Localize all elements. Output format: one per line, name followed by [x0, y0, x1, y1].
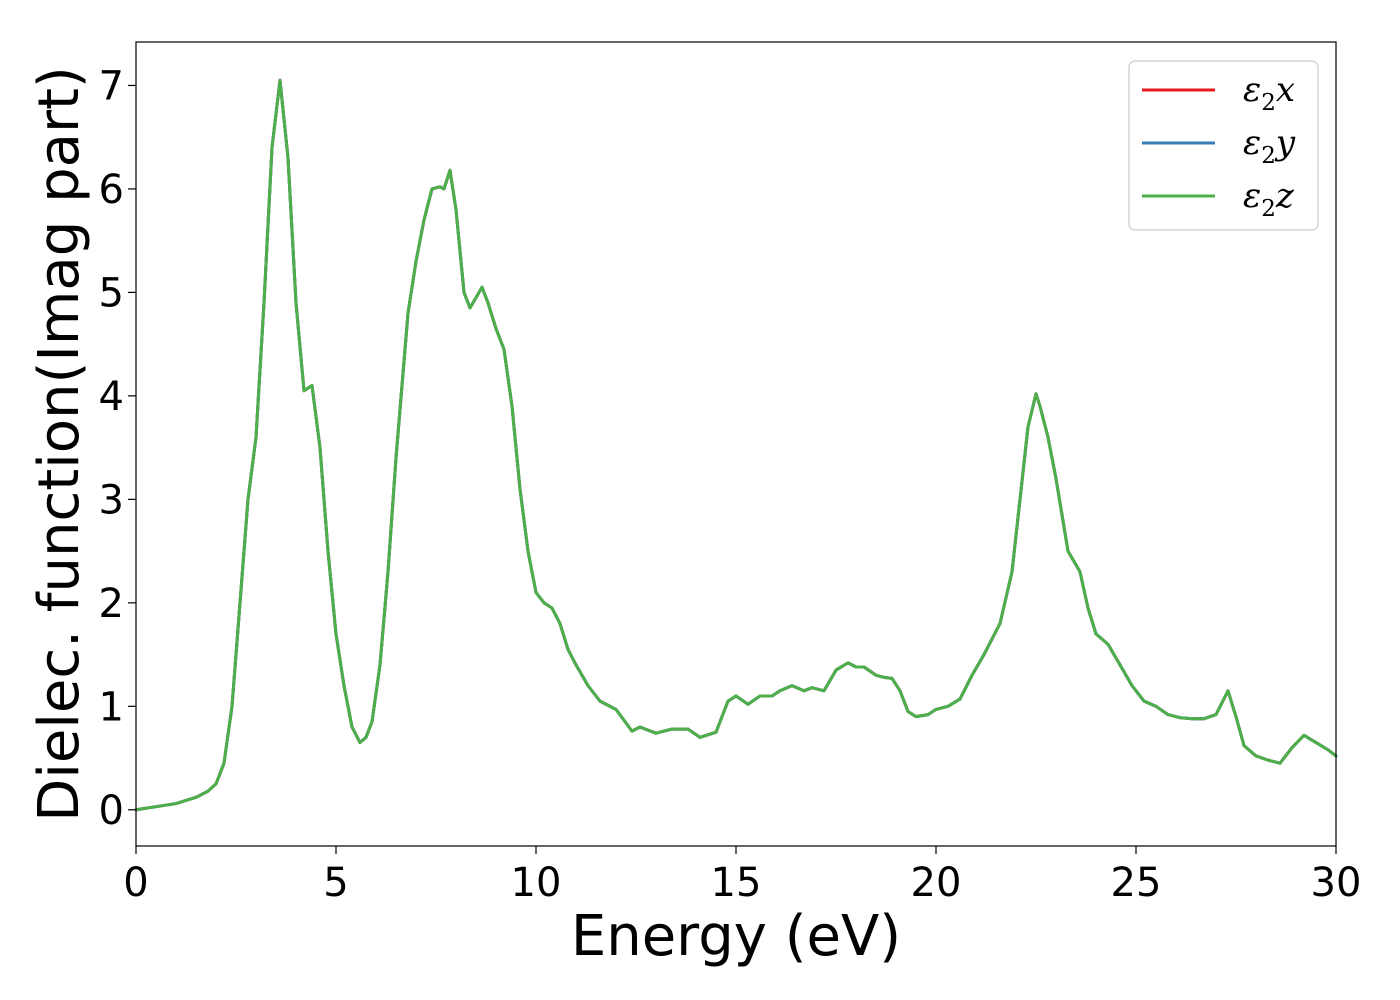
series-line-z [134, 78, 1338, 812]
y-axis-ticks: 0 1 2 3 4 5 6 7 [99, 63, 136, 834]
y-axis-label: Dielec. function(Imag part) [27, 66, 92, 822]
x-axis-label: Energy (eV) [571, 904, 901, 969]
y-tick-label: 3 [99, 477, 124, 523]
legend-label-x: ε2x [1243, 70, 1295, 116]
legend-box [1128, 60, 1319, 231]
y-tick-label: 5 [99, 270, 124, 316]
x-tick-label: 20 [911, 860, 962, 906]
y-tick-label: 0 [99, 788, 124, 834]
x-tick-label: 10 [511, 860, 562, 906]
series-layer [134, 78, 1338, 812]
x-tick-label: 0 [123, 860, 148, 906]
x-tick-label: 15 [711, 860, 762, 906]
legend: ε2x ε2y ε2z [1128, 60, 1319, 231]
x-axis-ticks: 0 5 10 15 20 25 30 [123, 846, 1361, 906]
x-tick-label: 5 [323, 860, 348, 906]
y-tick-label: 2 [99, 581, 124, 627]
legend-label-y: ε2y [1243, 123, 1296, 169]
y-tick-label: 4 [99, 374, 124, 420]
x-tick-label: 25 [1111, 860, 1162, 906]
legend-label-z: ε2z [1243, 176, 1295, 222]
y-tick-label: 6 [99, 167, 124, 213]
y-tick-label: 7 [99, 63, 124, 109]
y-tick-label: 1 [99, 684, 124, 730]
x-tick-label: 30 [1311, 860, 1362, 906]
